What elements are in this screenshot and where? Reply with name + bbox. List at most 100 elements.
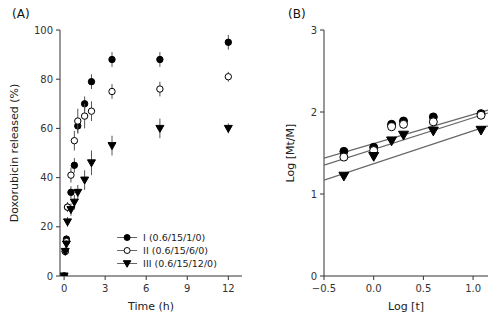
y-axis-label: Doxorubicin released (%) (8, 84, 21, 223)
data-point (61, 273, 67, 276)
y-tick-label: 3 (311, 25, 317, 36)
data-point (88, 108, 94, 114)
x-tick (146, 276, 147, 280)
data-point (88, 78, 94, 84)
data-point (387, 137, 397, 146)
x-tick-label: −0.5 (312, 283, 336, 294)
legend-marker (124, 248, 130, 254)
data-point (68, 172, 74, 178)
panel: −0.5 0.0 0.5 1.0 0 1 2 3 Log [t] Log [Mt/M] (B) (284, 7, 488, 313)
y-tick-label: 0 (311, 271, 317, 282)
data-point (225, 74, 231, 80)
x-axis-label: Time (h) (127, 300, 174, 313)
data-point (225, 39, 231, 45)
data-point (75, 118, 81, 124)
y-tick-label: 40 (40, 172, 53, 183)
plot-area (60, 35, 232, 276)
data-point (67, 207, 75, 214)
data-point (109, 88, 115, 94)
x-tick-label: 0 (61, 283, 67, 294)
data-point (476, 126, 486, 135)
data-point (74, 189, 82, 196)
y-tick-label: 100 (34, 25, 53, 36)
chart-canvas: 036912020406080100Time (h)Doxorubicin re… (0, 0, 500, 332)
fit-line (324, 113, 488, 165)
y-tick (56, 226, 60, 227)
data-point (87, 160, 95, 167)
data-point (224, 125, 232, 132)
data-point (157, 86, 163, 92)
x-axis-line (60, 276, 242, 277)
x-axis-label: Log [t] (388, 300, 424, 313)
panel-title: (A) (12, 7, 30, 21)
legend-label: III (0.6/15/12/0) (143, 258, 217, 269)
data-point (81, 113, 87, 119)
y-tick (320, 30, 324, 31)
data-point (61, 248, 69, 255)
x-tick-label: 0.0 (366, 283, 382, 294)
data-point (477, 111, 485, 119)
x-tick-label: 12 (222, 283, 235, 294)
legend-label: I (0.6/15/1/0) (143, 232, 205, 243)
panel-title: (B) (288, 7, 306, 21)
data-point (156, 125, 164, 132)
y-axis-line (60, 30, 61, 276)
y-tick (56, 30, 60, 31)
x-tick-label: 0.5 (415, 283, 431, 294)
data-point (70, 199, 78, 206)
data-point (428, 127, 438, 136)
background (0, 0, 500, 332)
x-tick (373, 276, 374, 280)
x-tick (64, 276, 65, 280)
data-point (71, 162, 77, 168)
y-tick-label: 60 (40, 123, 53, 134)
data-point (64, 219, 72, 226)
y-tick (320, 112, 324, 113)
legend-label: II (0.6/15/6/0) (143, 245, 208, 256)
legend-marker (124, 235, 130, 241)
x-tick (105, 276, 106, 280)
legend-marker (123, 261, 131, 268)
data-point (399, 131, 409, 140)
data-point (369, 153, 379, 162)
data-point (429, 118, 437, 126)
y-tick-label: 2 (311, 107, 317, 118)
data-point (400, 120, 408, 128)
x-tick (187, 276, 188, 280)
y-axis-label: Log [Mt/M] (284, 124, 297, 183)
x-axis-line (324, 276, 488, 277)
data-point (60, 273, 68, 276)
y-tick-label: 1 (311, 189, 317, 200)
panel: 036912020406080100Time (h)Doxorubicin re… (8, 7, 242, 313)
x-tick (473, 276, 474, 280)
y-axis-line (324, 30, 325, 276)
y-tick (320, 276, 324, 277)
data-point (68, 189, 74, 195)
x-tick-label: 1.0 (465, 283, 481, 294)
data-point (340, 153, 348, 161)
data-point (339, 172, 349, 181)
x-tick (423, 276, 424, 280)
y-tick-label: 0 (47, 271, 53, 282)
y-tick (56, 79, 60, 80)
x-tick (228, 276, 229, 280)
legend: I (0.6/15/1/0) II (0.6/15/6/0) III (0.6/15… (117, 232, 217, 269)
data-point (81, 177, 89, 184)
y-tick-label: 80 (40, 74, 53, 85)
y-tick-label: 20 (40, 221, 53, 232)
data-point (109, 56, 115, 62)
data-point (157, 56, 163, 62)
y-tick (56, 128, 60, 129)
x-tick-label: 9 (184, 283, 190, 294)
y-tick (56, 177, 60, 178)
fit-line (324, 126, 488, 180)
x-tick (324, 276, 325, 280)
y-tick (56, 276, 60, 277)
x-tick-label: 6 (143, 283, 149, 294)
y-tick (320, 194, 324, 195)
data-point (62, 241, 70, 248)
data-point (62, 248, 68, 254)
plot-area (324, 110, 488, 181)
data-point (61, 273, 67, 276)
data-point (108, 143, 116, 150)
